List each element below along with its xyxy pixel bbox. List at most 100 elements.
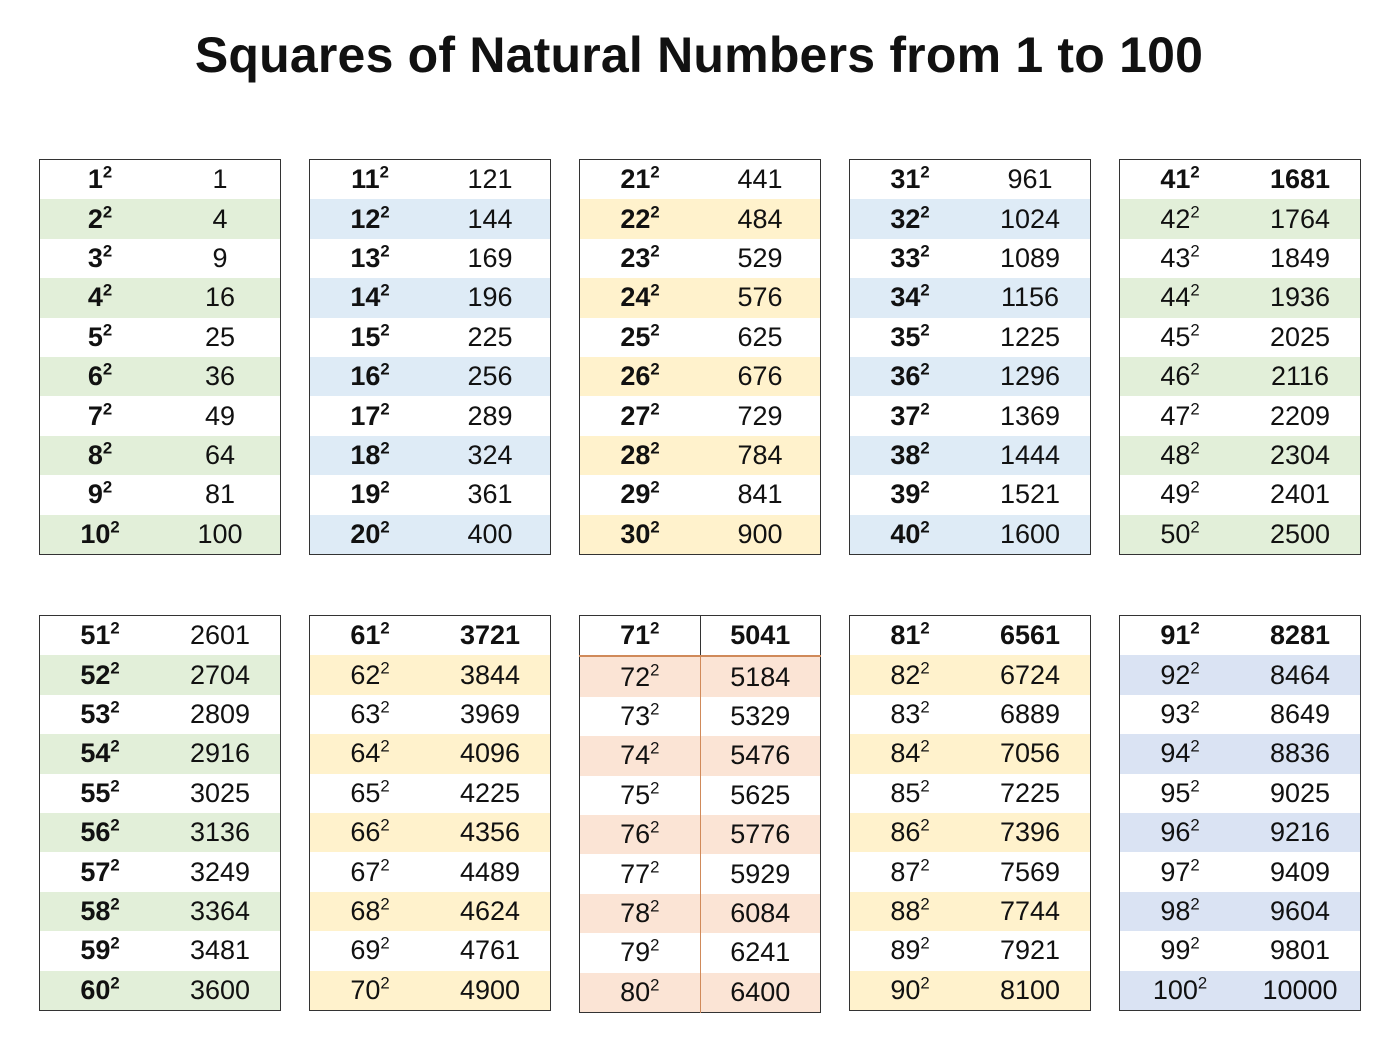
base-number-cell: 902 [850, 971, 971, 1011]
exponent: 2 [920, 202, 930, 222]
base-number: 71 [620, 620, 651, 651]
exponent: 2 [650, 477, 660, 497]
base-number-cell: 922 [1120, 655, 1241, 694]
base-number: 60 [80, 974, 111, 1005]
base-number: 41 [1160, 164, 1191, 195]
exponent: 2 [380, 973, 390, 993]
square-value-cell: 4225 [459, 777, 521, 808]
base-number-cell: 152 [310, 318, 431, 357]
exponent: 2 [380, 517, 390, 537]
base-number-cell: 182 [310, 436, 431, 475]
table-row: 832 6889 [850, 695, 1091, 734]
table-row: 122 144 [309, 199, 551, 239]
square-value-cell: 8649 [1269, 698, 1331, 729]
exponent: 2 [1190, 855, 1200, 875]
square-value-cell: 2209 [1269, 400, 1331, 431]
base-number-cell: 132 [310, 239, 431, 278]
base-number: 89 [890, 935, 921, 966]
squares-table: 412 1681 422 1764 432 1849 442 1936 452 2025 462 21… [1119, 159, 1361, 555]
exponent: 2 [920, 697, 930, 717]
base-number-cell: 42 [40, 278, 161, 317]
square-value-cell: 2916 [189, 738, 251, 769]
exponent: 2 [102, 399, 113, 419]
base-number: 84 [890, 738, 921, 769]
base-number-cell: 302 [580, 515, 701, 555]
base-number: 92 [1160, 659, 1191, 690]
base-number: 47 [1160, 400, 1191, 431]
square-value-cell: 225 [467, 321, 513, 352]
exponent: 2 [1190, 894, 1200, 914]
base-number-cell: 492 [1120, 475, 1241, 514]
square-value-cell: 2116 [1270, 361, 1330, 392]
table-row: 452 2025 [1120, 318, 1361, 357]
table-row: 892 7921 [850, 931, 1091, 970]
table-row: 132 169 [310, 239, 551, 278]
base-number-cell: 442 [1120, 278, 1241, 317]
square-value-cell: 1600 [999, 518, 1061, 549]
base-number-cell: 872 [850, 852, 971, 891]
exponent: 2 [380, 697, 390, 717]
base-number-cell: 782 [580, 894, 701, 933]
squares-table: 212 441 222 484 232 529 242 576 252 625 262 676 272 7… [579, 159, 821, 555]
exponent: 2 [920, 438, 930, 458]
base-number-cell: 282 [580, 436, 701, 475]
square-value-cell: 2304 [1269, 439, 1331, 470]
base-number: 51 [80, 620, 111, 651]
base-number-cell: 422 [1120, 199, 1241, 238]
table-row: 772 5929 [580, 854, 821, 894]
exponent: 2 [1190, 202, 1200, 222]
table-row: 302 900 [579, 514, 821, 555]
base-number-cell: 242 [580, 278, 701, 317]
base-number: 5 [87, 321, 103, 352]
table-row: 362 1296 [849, 356, 1091, 397]
base-number-cell: 642 [310, 734, 431, 773]
table-row: 992 9801 [1120, 931, 1361, 970]
base-number-cell: 832 [850, 695, 971, 734]
exponent: 2 [380, 855, 390, 875]
exponent: 2 [380, 776, 390, 796]
base-number: 61 [350, 620, 381, 651]
square-value-cell: 4624 [459, 895, 521, 926]
base-number: 94 [1160, 738, 1191, 769]
base-number-cell: 222 [580, 199, 701, 238]
table-row: 232 529 [580, 239, 821, 278]
table-row: 372 1369 [850, 396, 1091, 435]
exponent: 2 [1190, 359, 1200, 379]
base-number-cell: 52 [40, 318, 161, 357]
base-number: 27 [620, 400, 651, 431]
exponent: 2 [1190, 776, 1200, 796]
exponent: 2 [920, 162, 930, 182]
square-value-cell: 9025 [1269, 777, 1331, 808]
base-number: 58 [80, 895, 111, 926]
square-value-cell: 6400 [699, 972, 821, 1013]
square-value-cell: 1936 [1269, 282, 1331, 313]
table-row: 422 1764 [1119, 199, 1361, 239]
table-row: 872 7569 [850, 852, 1091, 891]
square-value-cell: 4900 [459, 974, 521, 1005]
table-row: 472 2209 [1120, 396, 1361, 435]
base-number: 11 [351, 164, 380, 195]
base-number-cell: 22 [40, 199, 161, 238]
square-value-cell: 1225 [999, 321, 1061, 352]
square-value-cell: 4 [212, 203, 228, 234]
square-value-cell: 9801 [1269, 935, 1331, 966]
square-value-cell: 1 [212, 164, 228, 195]
exponent: 2 [920, 517, 930, 537]
base-number-cell: 312 [850, 160, 971, 200]
square-value-cell: 7396 [999, 817, 1061, 848]
exponent: 2 [650, 241, 660, 261]
exponent: 2 [650, 935, 660, 955]
base-number: 26 [620, 361, 651, 392]
base-number-cell: 582 [40, 892, 161, 931]
exponent: 2 [110, 933, 120, 953]
square-value-cell: 100 [197, 518, 243, 549]
square-value-cell: 3249 [189, 856, 251, 887]
base-number: 64 [350, 738, 381, 769]
exponent: 2 [380, 280, 390, 300]
squares-table: 912 8281 922 8464 932 8649 942 8836 952 9025 962 92… [1119, 615, 1361, 1011]
table-row: 402 1600 [849, 514, 1091, 555]
table-row: 272 729 [580, 396, 821, 435]
table-row: 632 3969 [310, 695, 551, 734]
base-number: 12 [350, 203, 381, 234]
base-number-cell: 992 [1120, 931, 1241, 970]
